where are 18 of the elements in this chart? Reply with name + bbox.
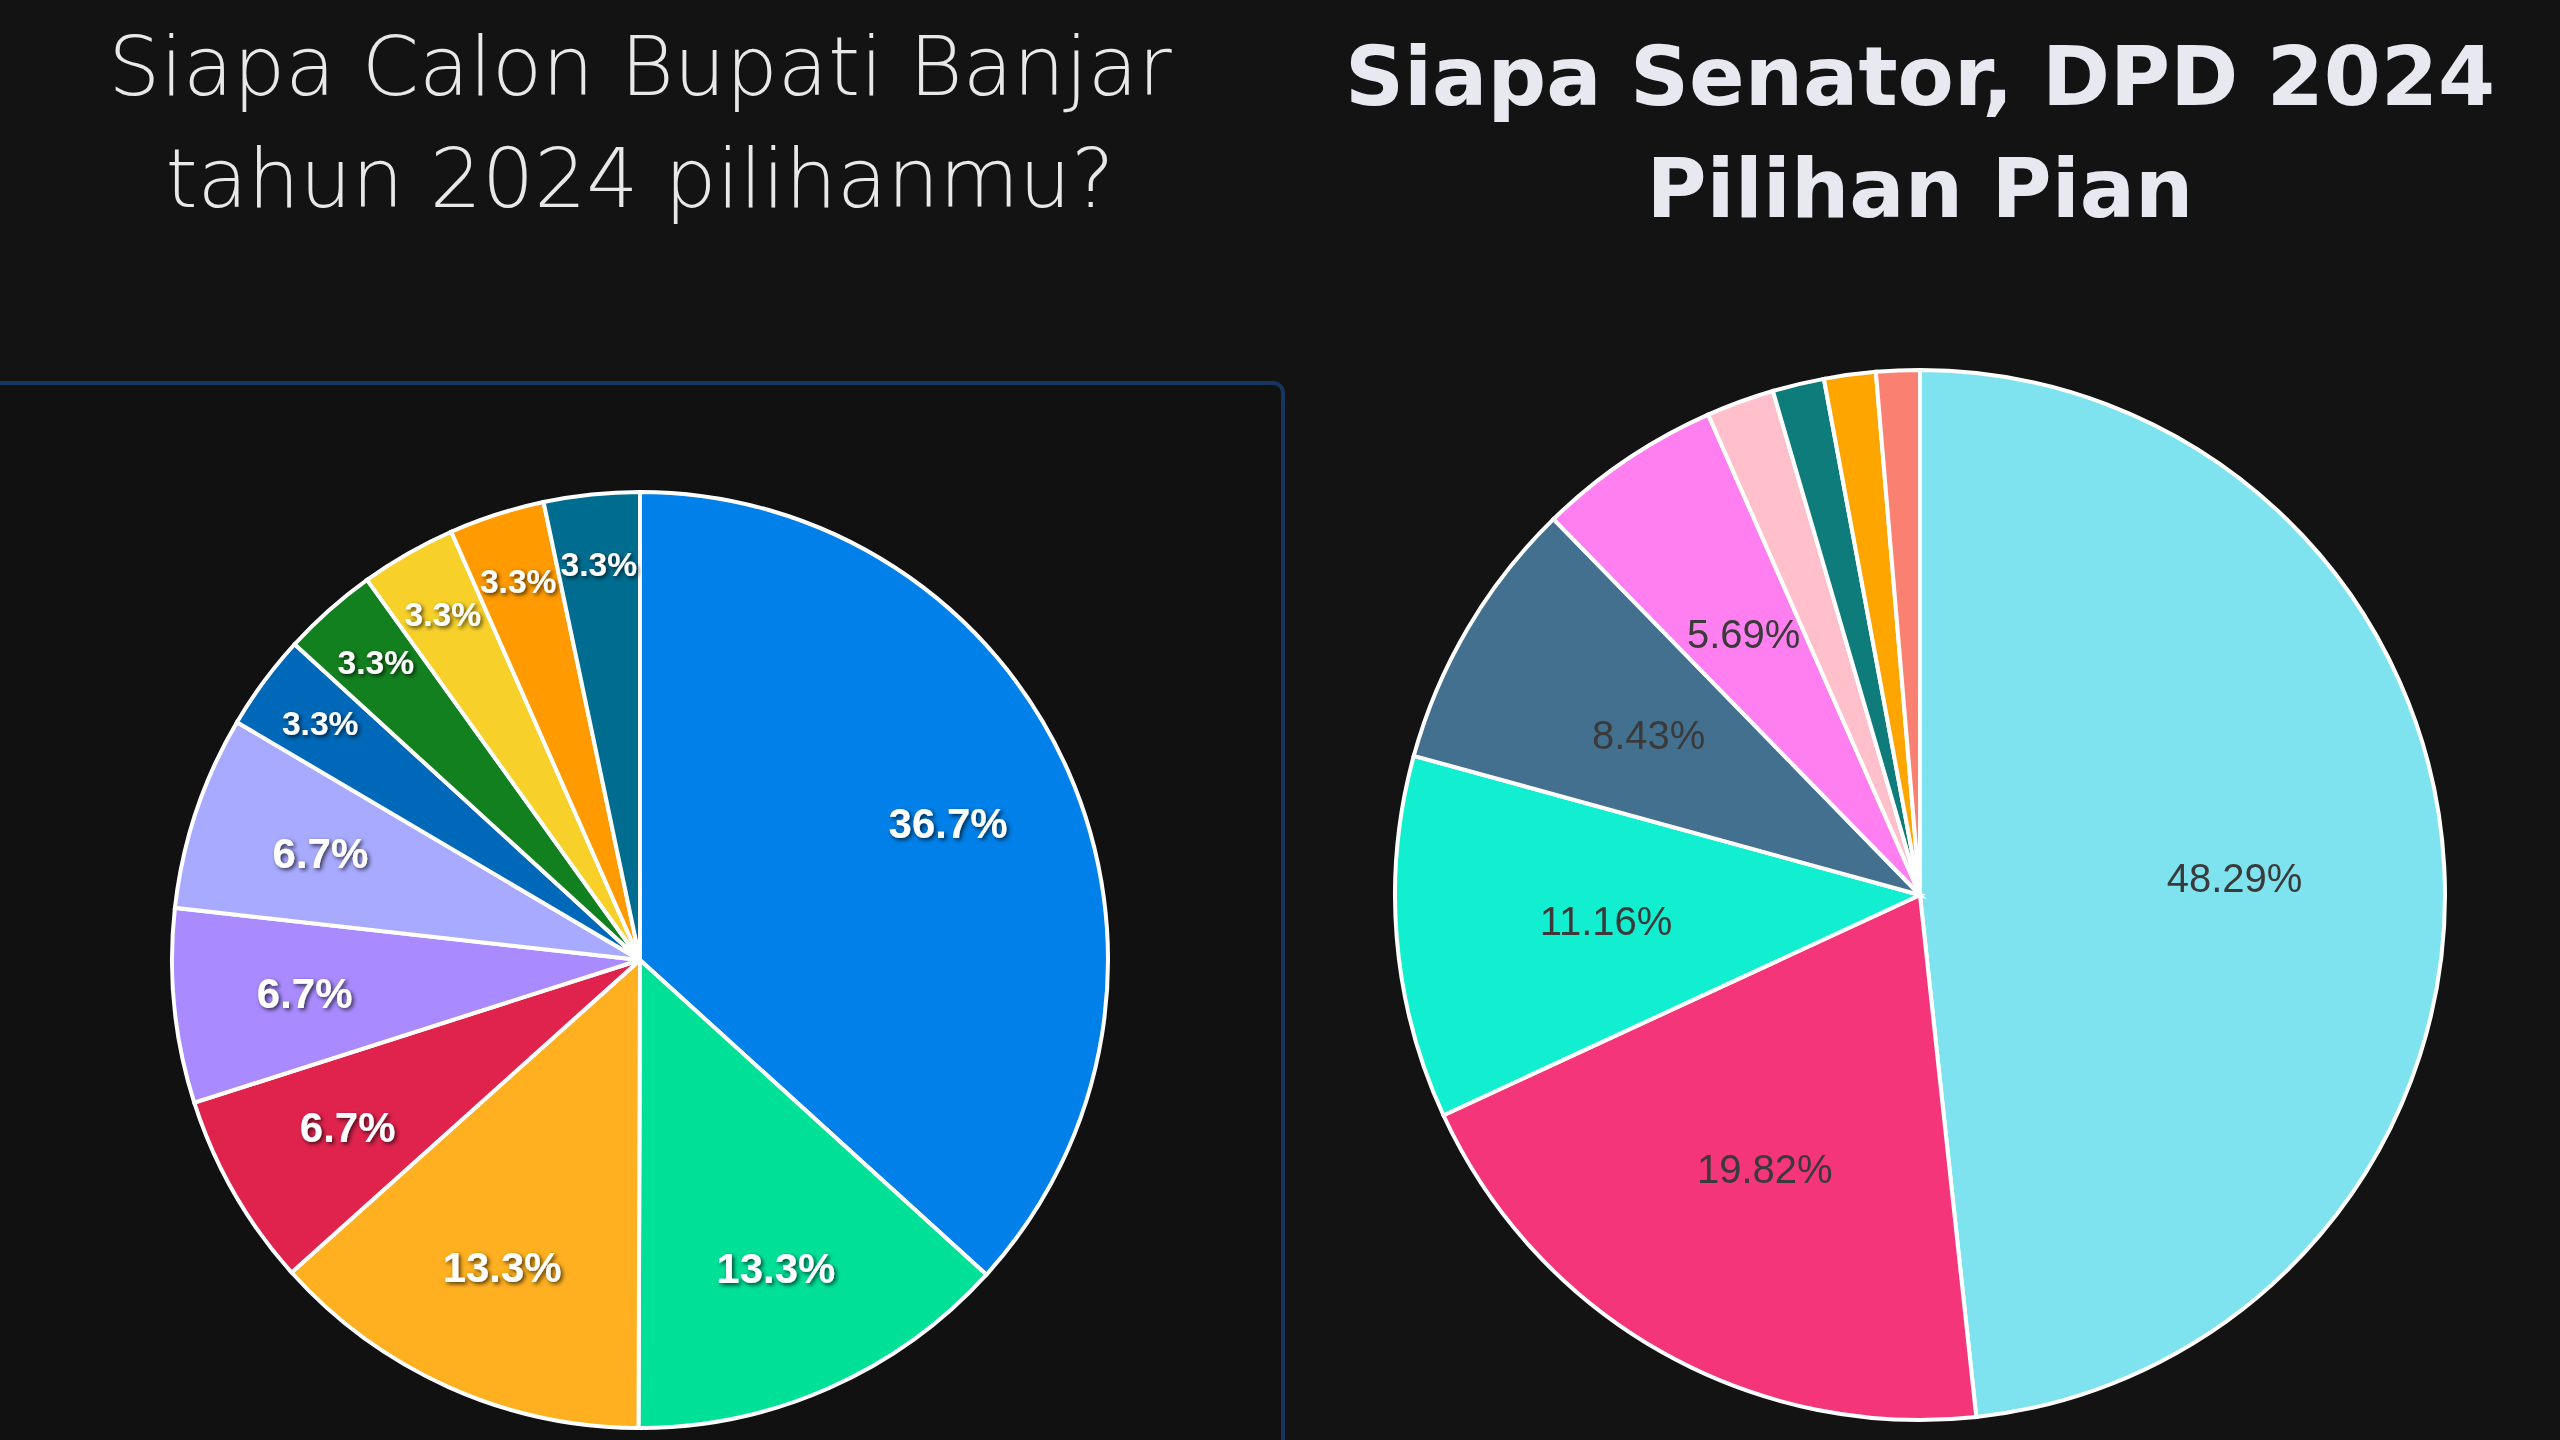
data-label: 5.69% <box>1686 611 1801 656</box>
data-label: 19.82% <box>1696 1147 1833 1192</box>
data-label: 3.3% <box>404 596 481 634</box>
data-label: 6.7% <box>272 829 369 877</box>
data-label: 11.16% <box>1539 898 1673 943</box>
data-label: 6.7% <box>256 969 353 1017</box>
data-label: 36.7% <box>888 800 1008 848</box>
data-label: 13.3% <box>442 1243 562 1291</box>
chart-title: Siapa Calon Bupati Banjar tahun 2024 pilihanmu? <box>108 19 1173 226</box>
data-label: 13.3% <box>716 1244 836 1292</box>
data-label: 3.3% <box>560 545 638 583</box>
data-label: 3.3% <box>281 704 359 742</box>
chart-title: Siapa Senator, DPD 2024 Pilihan Pian <box>1344 29 2496 236</box>
data-label: 3.3% <box>337 644 415 682</box>
data-label: 8.43% <box>1592 712 1706 757</box>
data-label: 48.29% <box>2166 856 2303 901</box>
data-label: 6.7% <box>299 1104 396 1152</box>
data-label: 3.3% <box>479 562 557 600</box>
